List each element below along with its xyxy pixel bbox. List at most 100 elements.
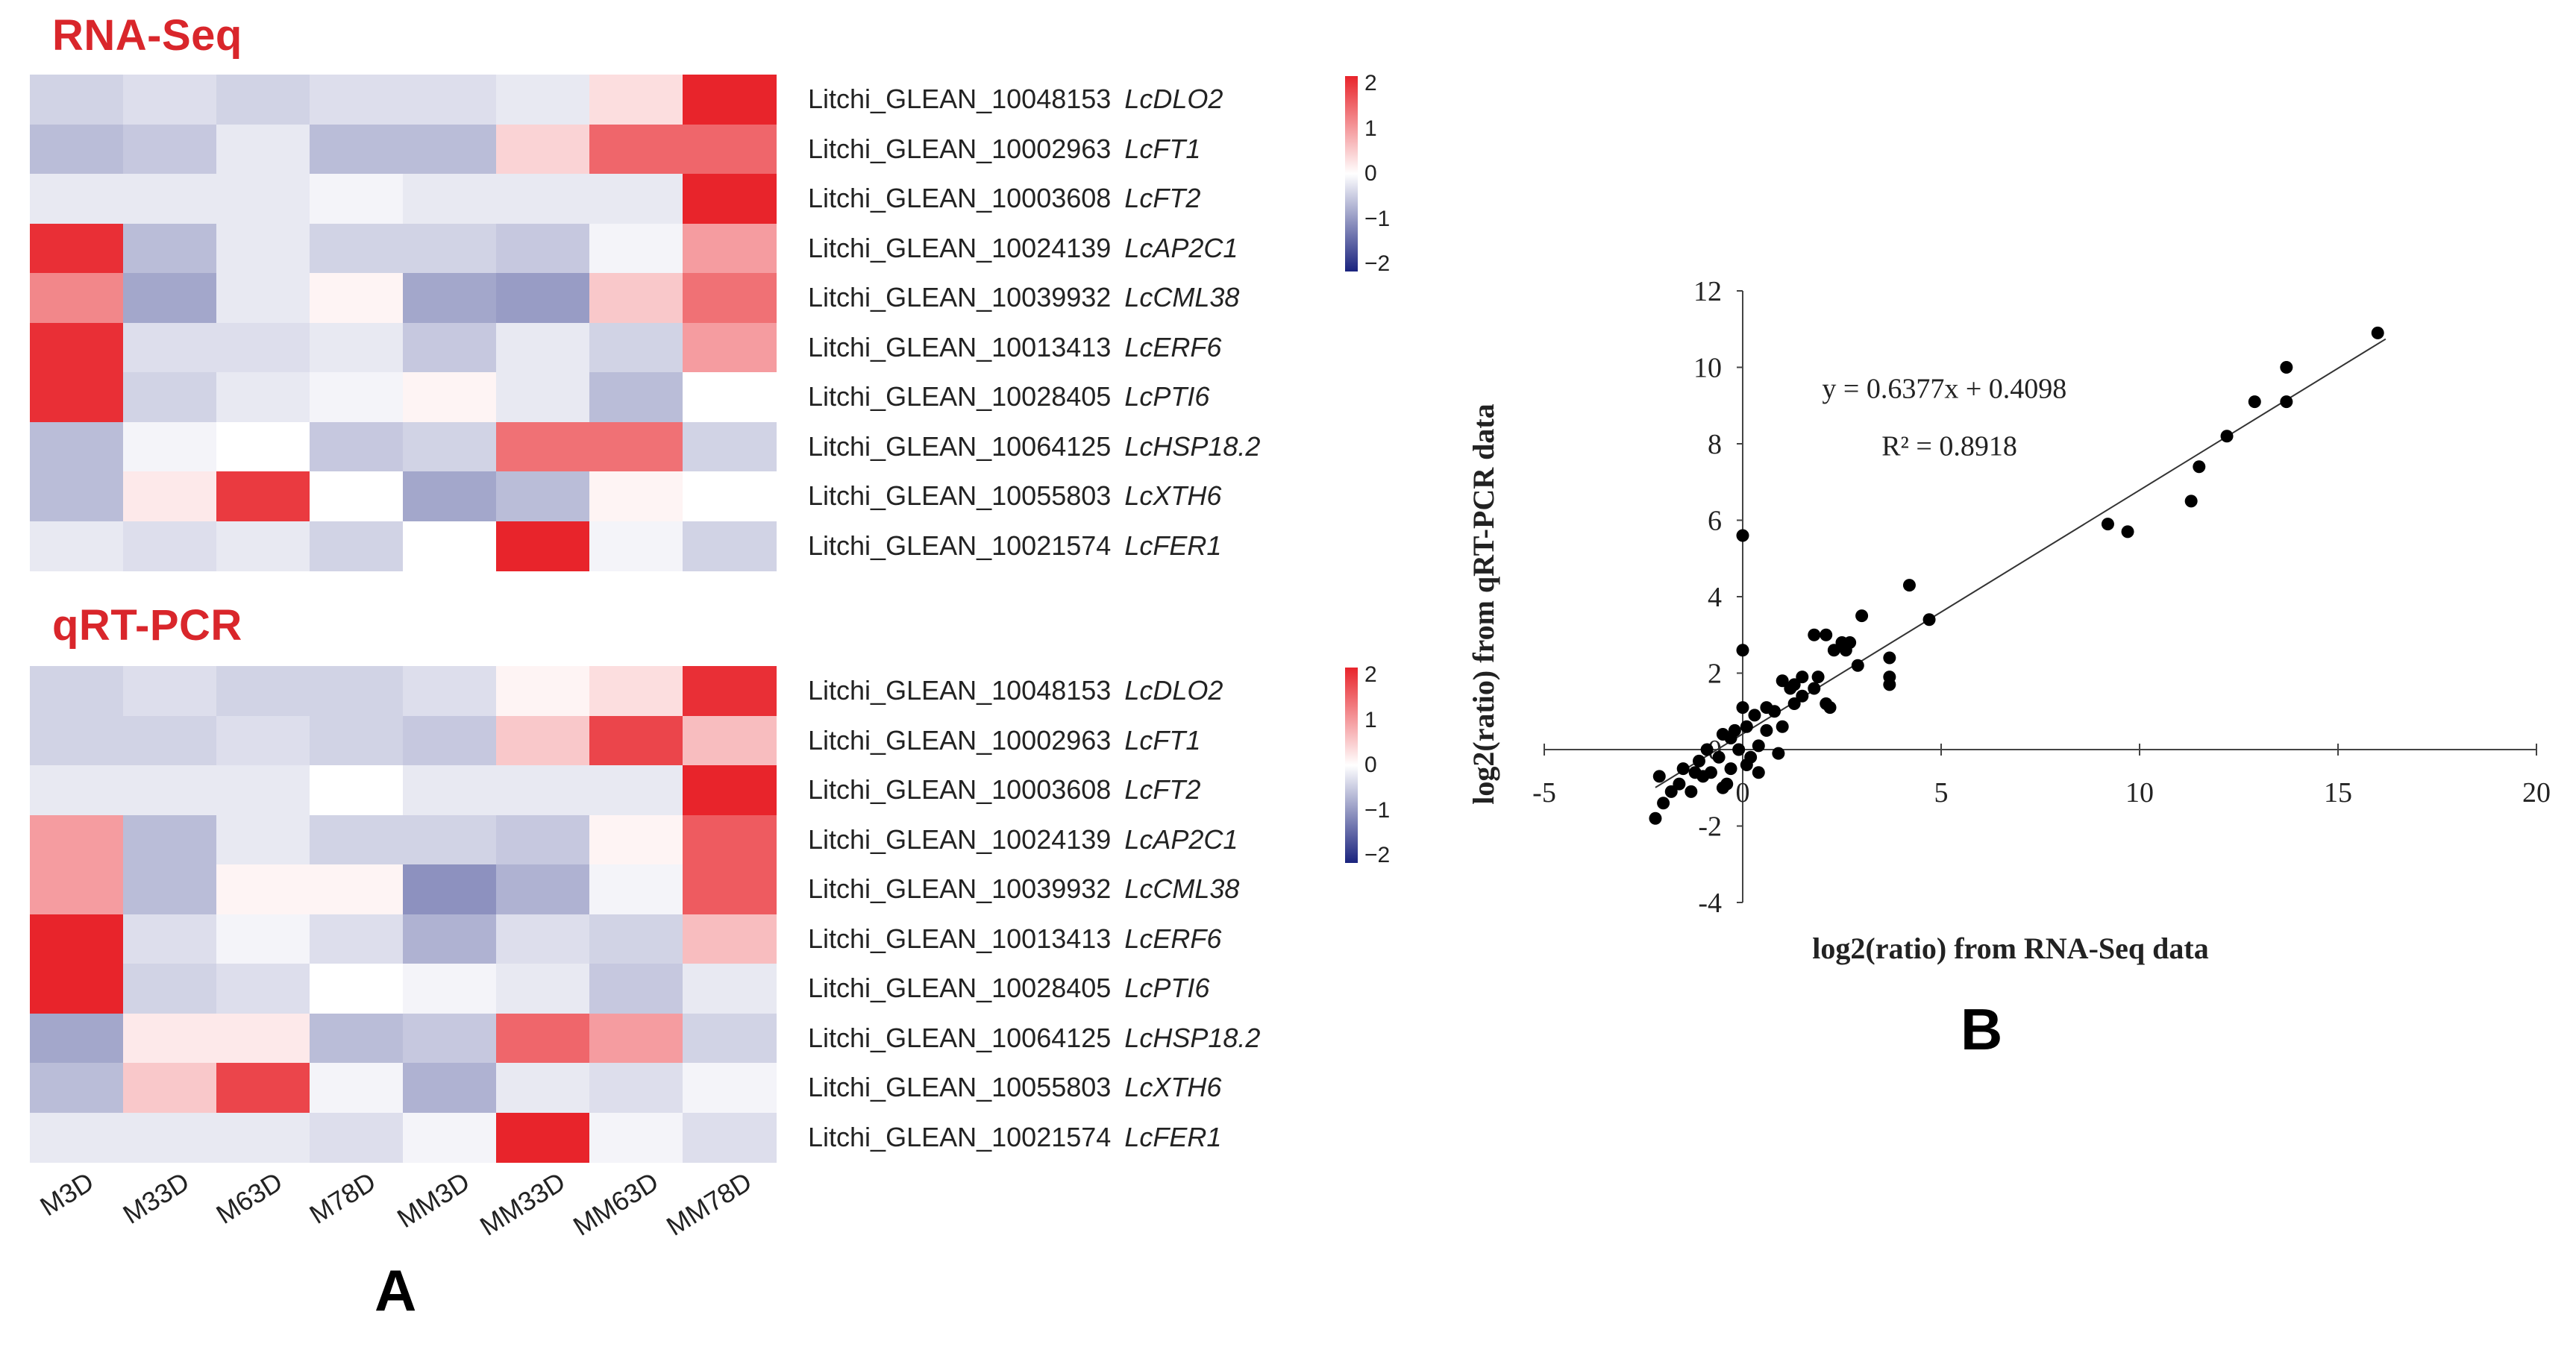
data-point <box>1700 743 1714 756</box>
data-point <box>2248 395 2261 409</box>
heatmap-cell <box>683 715 777 766</box>
data-point <box>1752 766 1765 779</box>
heatmap-cell <box>216 1013 310 1064</box>
gene-id: Litchi_GLEAN_10048153 <box>808 675 1112 706</box>
heatmap-cell <box>216 273 310 323</box>
heatmap-cell <box>683 124 777 175</box>
heatmap-cell <box>683 1013 777 1064</box>
heatmap-cell <box>123 715 217 766</box>
heatmap-cell <box>589 124 683 175</box>
gene-id: Litchi_GLEAN_10055803 <box>808 1072 1112 1103</box>
heatmap-cell <box>30 174 124 224</box>
heatmap-cell <box>310 814 404 865</box>
heatmap-cell <box>683 421 777 472</box>
data-point <box>1883 651 1896 665</box>
gene-id: Litchi_GLEAN_10024139 <box>808 823 1112 855</box>
heatmap-cell <box>123 521 217 571</box>
data-point <box>1657 797 1670 810</box>
heatmap-cell <box>683 322 777 373</box>
heatmap-cell <box>589 322 683 373</box>
data-point <box>1883 678 1896 691</box>
heatmap-cell <box>30 864 124 914</box>
data-point <box>1808 628 1821 641</box>
gene-id: Litchi_GLEAN_10002963 <box>808 133 1112 164</box>
data-point <box>1736 644 1749 657</box>
gene-id: Litchi_GLEAN_10021574 <box>808 1121 1112 1152</box>
y-tick-label: 6 <box>1708 506 1722 537</box>
heatmap-title-rnaseq: RNA-Seq <box>52 11 242 60</box>
heatmap-cell <box>216 864 310 914</box>
gene-id: Litchi_GLEAN_10039932 <box>808 282 1112 313</box>
data-point <box>1787 697 1801 710</box>
heatmap-cell <box>683 765 777 815</box>
data-point <box>1652 770 1666 783</box>
data-point <box>1685 785 1698 798</box>
data-point <box>1732 743 1746 756</box>
heatmap-cell <box>403 174 497 224</box>
rnaseq-gene-labels: Litchi_GLEAN_10048153 LcDLO2 Litchi_GLEAN_… <box>808 75 1345 571</box>
heatmap-cell <box>123 421 217 472</box>
gene-id: Litchi_GLEAN_10003608 <box>808 183 1112 214</box>
heatmap-cell <box>589 174 683 224</box>
heatmap-column-label: M78D <box>304 1166 381 1230</box>
heatmap-cell <box>589 521 683 571</box>
heatmap-cell <box>216 322 310 373</box>
y-axis-title: log2(ratio) from qRT-PCR data <box>1467 404 1500 804</box>
gene-id: Litchi_GLEAN_10002963 <box>808 724 1112 756</box>
heatmap-cell <box>310 421 404 472</box>
heatmap-cell <box>403 75 497 125</box>
heatmap-cell <box>216 421 310 472</box>
heatmap-cell <box>589 421 683 472</box>
panel-letter-b: B <box>1961 996 2003 1062</box>
data-point <box>1827 644 1840 657</box>
heatmap-cell <box>310 765 404 815</box>
gene-row-label: Litchi_GLEAN_10064125 LcHSP18.2 <box>808 1023 1260 1053</box>
data-point <box>1796 689 1809 703</box>
heatmap-cell <box>683 75 777 125</box>
gene-row-label: Litchi_GLEAN_10055803 LcXTH6 <box>808 481 1221 511</box>
heatmap-cell <box>403 914 497 964</box>
heatmap-cell <box>403 1013 497 1064</box>
trendline-equation: y = 0.6377x + 0.4098 <box>1822 374 2066 405</box>
data-point <box>1676 762 1690 776</box>
heatmap-cell <box>123 124 217 175</box>
gene-id: Litchi_GLEAN_10024139 <box>808 232 1112 263</box>
heatmap-cell <box>683 273 777 323</box>
heatmap-cell <box>310 372 404 422</box>
heatmap-cell <box>310 174 404 224</box>
heatmap-cell <box>216 964 310 1014</box>
heatmap-cell <box>683 864 777 914</box>
gene-symbol: LcFER1 <box>1124 1121 1222 1152</box>
colorbar-tick-label: 1 <box>1364 116 1377 141</box>
gene-row-label: Litchi_GLEAN_10028405 LcPTI6 <box>808 973 1209 1003</box>
heatmap-cell <box>589 914 683 964</box>
gene-id: Litchi_GLEAN_10064125 <box>808 430 1112 462</box>
data-point <box>1772 747 1785 760</box>
data-point <box>1736 529 1749 542</box>
heatmap-cell <box>123 322 217 373</box>
heatmap-cell <box>496 666 590 716</box>
heatmap-cell <box>589 964 683 1014</box>
colorbar-tick-label: 2 <box>1364 71 1377 95</box>
heatmap-cell <box>30 372 124 422</box>
heatmap-cell <box>496 964 590 1014</box>
data-point <box>1664 785 1678 798</box>
heatmap-cell <box>589 715 683 766</box>
heatmap-cell <box>496 421 590 472</box>
x-axis-title: log2(ratio) from RNA-Seq data <box>1812 932 2208 965</box>
data-point <box>1823 701 1837 715</box>
gene-symbol: LcFER1 <box>1124 530 1222 561</box>
y-tick-label: 8 <box>1708 429 1722 460</box>
heatmap-cell <box>123 914 217 964</box>
qrtpcr-gene-labels: Litchi_GLEAN_10048153 LcDLO2 Litchi_GLEAN_… <box>808 666 1345 1162</box>
heatmap-cell <box>30 521 124 571</box>
heatmap-cell <box>403 421 497 472</box>
data-point <box>2280 361 2293 374</box>
data-point <box>1716 728 1729 741</box>
gene-row-label: Litchi_GLEAN_10003608 LcFT2 <box>808 775 1200 805</box>
colorbar-tick-label: −2 <box>1364 843 1391 867</box>
data-point <box>1748 709 1761 722</box>
heatmap-cell <box>216 765 310 815</box>
heatmap-cell <box>496 864 590 914</box>
gene-id: Litchi_GLEAN_10028405 <box>808 381 1112 412</box>
